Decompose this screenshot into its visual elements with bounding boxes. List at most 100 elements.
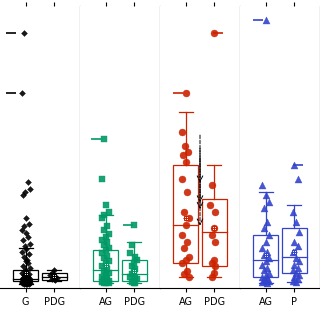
Point <box>25 282 30 287</box>
Point <box>297 229 302 234</box>
Point <box>25 280 30 285</box>
Point <box>27 276 32 281</box>
Point <box>290 278 295 283</box>
Point <box>186 216 191 221</box>
Point <box>186 274 191 279</box>
Point <box>23 282 28 287</box>
Point <box>180 232 185 237</box>
Point <box>263 17 268 22</box>
Point <box>260 262 265 268</box>
Point <box>261 268 267 273</box>
Point <box>261 206 267 211</box>
Point <box>293 279 299 284</box>
Point <box>103 235 108 240</box>
Point <box>24 269 29 274</box>
Point <box>181 209 187 214</box>
Point <box>21 264 26 269</box>
Point <box>183 257 188 262</box>
Point <box>183 90 188 95</box>
Point <box>26 180 31 185</box>
Point <box>100 237 105 242</box>
Bar <box>173 165 198 263</box>
Point <box>101 277 107 282</box>
Point <box>20 270 25 275</box>
Point <box>129 242 135 247</box>
Point <box>24 279 29 284</box>
Point <box>25 257 30 262</box>
Point <box>185 269 190 274</box>
Bar <box>122 260 147 281</box>
Point <box>132 280 138 285</box>
Point <box>261 277 267 283</box>
Point <box>293 270 299 275</box>
Point <box>297 273 302 278</box>
Point <box>26 252 31 257</box>
Point <box>23 274 28 279</box>
Point <box>105 266 110 271</box>
Point <box>265 266 270 271</box>
Point <box>290 209 295 214</box>
Point <box>21 277 27 283</box>
Point <box>27 186 32 191</box>
Point <box>21 282 27 287</box>
Point <box>103 281 108 286</box>
Point <box>21 281 26 286</box>
Point <box>100 264 105 269</box>
Point <box>26 235 31 240</box>
Point <box>100 279 105 284</box>
Bar <box>282 228 307 273</box>
Point <box>21 193 26 198</box>
Point <box>260 279 265 284</box>
Point <box>51 276 56 281</box>
Point <box>22 276 28 281</box>
Point <box>180 130 185 135</box>
Point <box>292 262 297 268</box>
Point <box>265 276 270 281</box>
Point <box>21 280 27 285</box>
Point <box>132 222 137 228</box>
Point <box>212 239 218 244</box>
Point <box>52 274 58 279</box>
Point <box>210 183 215 188</box>
Point <box>106 278 111 283</box>
Point <box>24 216 29 221</box>
Point <box>131 269 136 274</box>
Point <box>106 280 111 285</box>
Bar <box>13 270 38 281</box>
Point <box>25 274 30 279</box>
Point <box>260 274 265 279</box>
Point <box>22 189 28 195</box>
Point <box>295 176 300 181</box>
Bar <box>42 273 67 280</box>
Point <box>292 239 297 244</box>
Point <box>297 259 302 264</box>
Point <box>25 278 30 283</box>
Point <box>210 274 215 279</box>
Point <box>21 30 27 36</box>
Point <box>23 230 28 236</box>
Point <box>23 278 28 283</box>
Point <box>26 277 31 283</box>
Bar <box>93 250 118 281</box>
Point <box>26 282 31 287</box>
Point <box>19 90 24 95</box>
Point <box>263 259 268 264</box>
Point <box>26 279 31 284</box>
Point <box>183 222 188 228</box>
Point <box>20 228 25 233</box>
Point <box>266 199 271 204</box>
Point <box>20 277 25 282</box>
Bar <box>253 235 278 277</box>
Point <box>295 266 300 271</box>
Point <box>131 281 136 286</box>
Point <box>263 279 268 284</box>
Point <box>266 232 271 237</box>
Point <box>103 203 108 208</box>
Point <box>265 219 270 224</box>
Point <box>48 273 53 278</box>
Point <box>263 193 268 198</box>
Point <box>181 246 187 251</box>
Point <box>100 274 105 279</box>
Point <box>22 279 28 284</box>
Point <box>265 280 270 285</box>
